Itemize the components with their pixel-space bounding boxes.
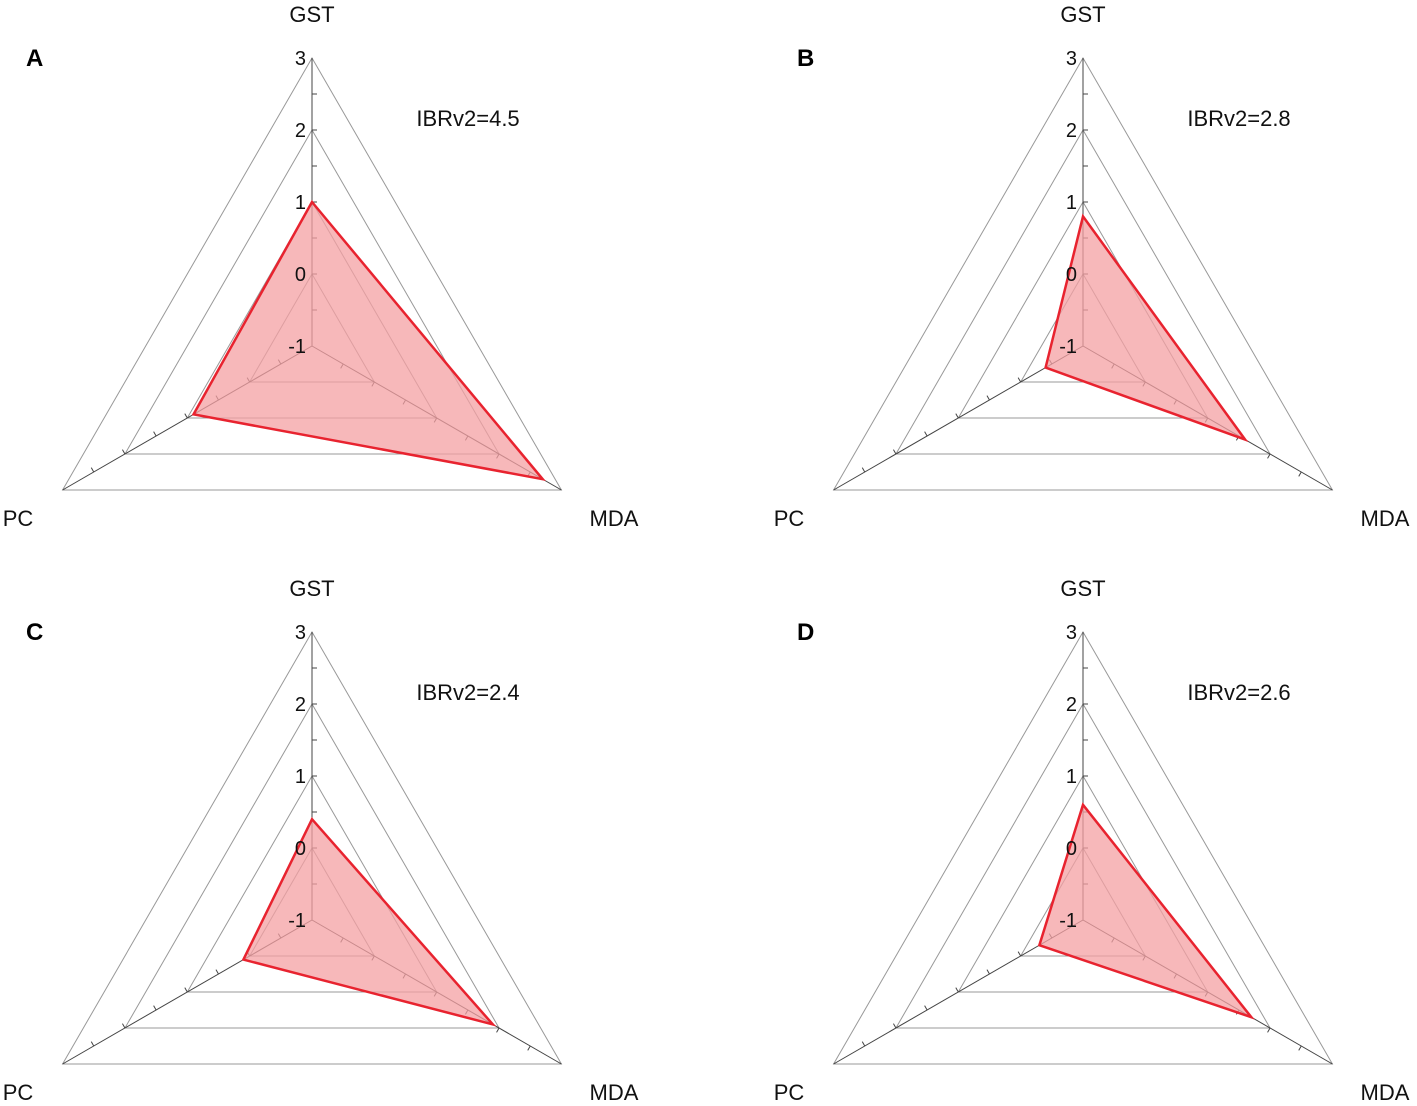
ibrv2-value: IBRv2=2.6 (1187, 680, 1290, 705)
tick-label: 2 (1066, 120, 1077, 142)
tick-label: -1 (288, 910, 306, 932)
axis-tick (955, 987, 959, 993)
grid-triangle (186, 775, 438, 993)
grid-triangle (61, 57, 563, 491)
axis-tick (215, 969, 219, 975)
axis-tick (1298, 1045, 1302, 1051)
axis-tick (861, 467, 866, 473)
axis-tick (153, 431, 157, 437)
tick-label: -1 (1059, 336, 1077, 358)
panel-label: D (797, 619, 814, 646)
tick-label: 0 (1066, 264, 1077, 286)
axis-label-pc: PC (3, 1080, 34, 1105)
axis-tick (986, 395, 990, 401)
axis-label-gst: GST (1060, 576, 1105, 601)
axis-tick (955, 413, 959, 419)
panel-label: C (26, 619, 43, 646)
tick-label: 0 (295, 838, 306, 860)
tick-label: 2 (1066, 694, 1077, 716)
axis-tick (90, 467, 95, 473)
axis-tick (527, 1045, 531, 1051)
axis-tick (1017, 377, 1022, 383)
tick-label: 3 (1066, 48, 1077, 70)
tick-label: -1 (288, 336, 306, 358)
ibrv2-value: IBRv2=2.4 (416, 680, 519, 705)
axis-tick (1267, 1027, 1271, 1033)
radar-panel-c: 3 2 1 0 -1 GST MDA PC C IBRv2=2.4 (3, 576, 639, 1105)
axis-label-pc: PC (3, 506, 34, 531)
axis-tick (924, 1005, 928, 1011)
radar-panel-d: 3 2 1 0 -1 GST MDA PC D IBRv2=2.6 (774, 576, 1410, 1105)
tick-label: 0 (1066, 838, 1077, 860)
axis-tick (1267, 453, 1271, 459)
grid-triangle (61, 631, 563, 1065)
grid-triangle (832, 56, 1334, 491)
tick-label: 1 (295, 192, 306, 214)
tick-label: 1 (295, 766, 306, 788)
panel-label: A (26, 45, 43, 72)
axis-tick (893, 1023, 897, 1029)
axis-label-gst: GST (289, 576, 334, 601)
axis-tick (122, 449, 126, 455)
grid-triangle (124, 129, 500, 455)
panel-label: B (797, 45, 814, 72)
grid-triangle (832, 630, 1334, 1065)
axis-tick (1017, 951, 1022, 957)
axis-tick (153, 1005, 157, 1011)
axis-label-pc: PC (774, 1080, 805, 1105)
axis-tick (893, 449, 897, 455)
axis-tick (122, 1023, 126, 1029)
axis-tick (924, 431, 928, 437)
grid-triangle (895, 703, 1271, 1029)
tick-label: 3 (295, 622, 306, 644)
ibrv2-value: IBRv2=4.5 (416, 106, 519, 131)
radar-panel-b: 3 2 1 0 -1 GST MDA PC B IBRv2=2.8 (774, 2, 1410, 531)
axis-tick (496, 1027, 500, 1033)
axis-tick (184, 413, 188, 419)
tick-label: 3 (295, 48, 306, 70)
axis-label-mda: MDA (590, 506, 639, 531)
radar-panel-a: 3 2 1 0 -1 GST MDA PC A IBRv2=4.5 (3, 2, 639, 531)
axis-tick (90, 1041, 95, 1047)
axis-tick (1298, 471, 1302, 477)
axis-tick (184, 987, 188, 993)
data-polygon (241, 816, 497, 1027)
tick-label: 1 (1066, 766, 1077, 788)
tick-label: 0 (295, 264, 306, 286)
axis-label-pc: PC (774, 506, 805, 531)
tick-label: 3 (1066, 622, 1077, 644)
data-polygon (1044, 213, 1249, 443)
ibrv2-value: IBRv2=2.8 (1187, 106, 1290, 131)
tick-label: -1 (1059, 910, 1077, 932)
axis-label-mda: MDA (1361, 1080, 1410, 1105)
axis-label-mda: MDA (1361, 506, 1410, 531)
tick-label: 2 (295, 120, 306, 142)
tick-label: 2 (295, 694, 306, 716)
data-polygon (1037, 802, 1255, 1020)
tick-label: 1 (1066, 192, 1077, 214)
axis-label-gst: GST (1060, 2, 1105, 27)
data-polygon (191, 199, 546, 482)
grid-triangle (124, 703, 500, 1029)
grid-triangle (895, 129, 1271, 455)
axis-tick (986, 969, 990, 975)
axis-label-mda: MDA (590, 1080, 639, 1105)
axis-label-gst: GST (289, 2, 334, 27)
axis-tick (861, 1041, 866, 1047)
